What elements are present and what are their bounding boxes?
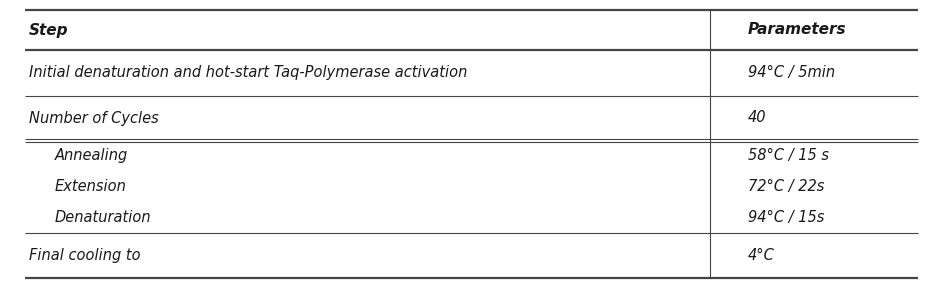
Text: Extension: Extension: [55, 179, 127, 194]
Text: Final cooling to: Final cooling to: [29, 248, 140, 263]
Text: Annealing: Annealing: [55, 148, 128, 163]
Text: Initial denaturation and hot-start Taq-Polymerase activation: Initial denaturation and hot-start Taq-P…: [29, 65, 467, 81]
Text: 94°C / 15s: 94°C / 15s: [748, 210, 825, 225]
Text: 40: 40: [748, 111, 767, 126]
Text: Parameters: Parameters: [748, 22, 847, 37]
Text: Number of Cycles: Number of Cycles: [29, 111, 159, 126]
Text: Step: Step: [29, 22, 68, 37]
Text: Denaturation: Denaturation: [55, 210, 152, 225]
Text: 58°C / 15 s: 58°C / 15 s: [748, 148, 829, 163]
Text: 94°C / 5min: 94°C / 5min: [748, 65, 835, 81]
Text: 4°C: 4°C: [748, 248, 775, 263]
Text: 72°C / 22s: 72°C / 22s: [748, 179, 825, 194]
